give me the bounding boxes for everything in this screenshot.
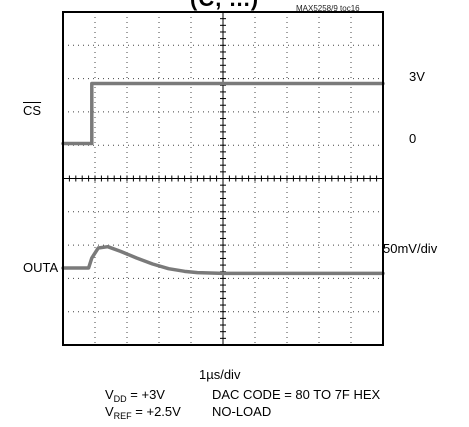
vdd-symbol: V [105, 387, 114, 402]
traces [61, 81, 385, 276]
cs-label: CS [23, 103, 42, 118]
vdd-condition: VDD = +3V [105, 387, 165, 404]
vdd-subscript: DD [113, 394, 127, 404]
level-zero-label: 0 [409, 131, 417, 146]
trace-cs [61, 81, 385, 146]
vref-condition: VREF = +2.5V [105, 404, 181, 421]
plot-frame [62, 11, 384, 346]
figure-id: MAX5258/9 toc16 [296, 4, 360, 13]
scale-label: 50mV/div [383, 241, 438, 256]
vref-symbol: V [105, 404, 114, 419]
vref-subscript: REF [113, 411, 132, 421]
grid [62, 11, 384, 346]
trace-outa [61, 244, 385, 276]
outa-label: OUTA [23, 260, 59, 275]
timebase-label: 1µs/div [199, 367, 241, 382]
vdd-value: = +3V [126, 387, 165, 402]
level-high-label: 3V [409, 69, 425, 84]
dac-code-condition: DAC CODE = 80 TO 7F HEX [212, 387, 381, 402]
load-condition: NO-LOAD [212, 404, 272, 419]
title-fragment: (C, ...) [190, 0, 259, 12]
vref-value: = +2.5V [131, 404, 181, 419]
